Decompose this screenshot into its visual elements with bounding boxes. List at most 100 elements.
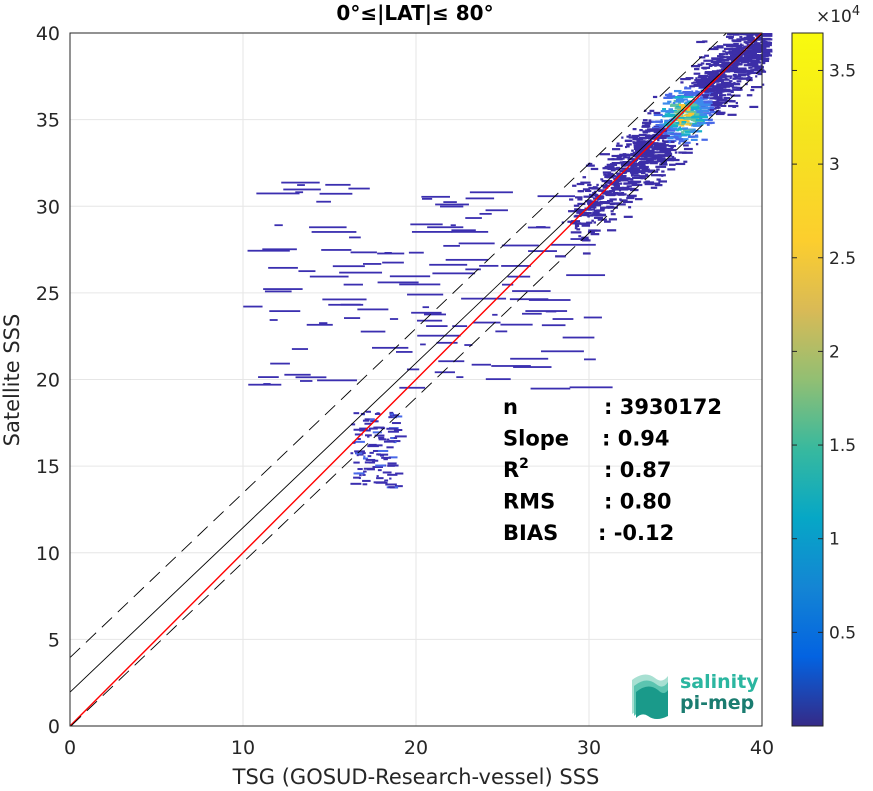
density-bin <box>699 106 710 109</box>
density-bin <box>263 288 303 290</box>
density-bin <box>623 182 631 185</box>
density-bin <box>730 52 741 55</box>
density-bin <box>718 94 727 97</box>
density-bin <box>626 143 632 146</box>
colorbar-exponent-power: 4 <box>852 4 860 19</box>
density-bin <box>622 200 633 204</box>
density-bin <box>746 94 753 97</box>
density-bin <box>617 154 621 158</box>
density-bin <box>396 351 413 353</box>
density-bin <box>584 211 592 215</box>
density-bin <box>662 150 672 154</box>
density-bin <box>743 51 753 54</box>
density-bin <box>434 371 455 374</box>
density-bin <box>364 434 372 437</box>
x-tick-label: 30 <box>577 737 601 759</box>
density-bin <box>269 310 301 313</box>
density-bin <box>702 94 710 97</box>
density-bin <box>677 98 688 101</box>
density-bin <box>626 135 630 138</box>
density-bin <box>693 98 703 102</box>
density-bin <box>727 33 732 36</box>
colorbar-tick-label: 2 <box>829 342 840 362</box>
density-bin <box>575 196 583 199</box>
density-bin <box>362 473 366 476</box>
density-bin <box>701 138 708 141</box>
density-bin <box>357 453 363 456</box>
density-bin <box>641 177 647 180</box>
density-bin <box>537 195 576 198</box>
y-tick-label: 30 <box>36 196 60 218</box>
density-bin <box>649 137 653 140</box>
density-bin <box>653 151 664 154</box>
density-bin <box>629 171 636 174</box>
density-bin <box>716 83 723 86</box>
density-bin <box>653 155 662 158</box>
density-bin <box>355 452 363 455</box>
density-bin <box>684 87 692 90</box>
density-bin <box>394 485 403 488</box>
density-bin <box>269 319 278 321</box>
density-bin <box>568 210 579 213</box>
density-bin <box>658 136 667 140</box>
density-bin <box>702 40 708 43</box>
density-bin <box>745 57 753 60</box>
density-bin <box>692 81 700 84</box>
density-bin <box>642 136 653 140</box>
density-bin <box>711 87 717 90</box>
colorbar-tick-label: 1.5 <box>829 436 856 456</box>
density-bin <box>757 56 764 59</box>
density-bin <box>612 158 623 161</box>
density-bin <box>648 120 654 123</box>
density-bin <box>632 138 640 141</box>
density-bin <box>440 205 464 208</box>
colorbar-exponent-base: ×10 <box>816 7 852 27</box>
density-bin <box>609 198 617 201</box>
colorbar-exponent: ×104 <box>816 4 860 27</box>
density-bin <box>309 226 347 229</box>
density-bin <box>584 189 592 193</box>
density-bin <box>607 229 617 232</box>
density-bin <box>751 85 762 89</box>
salinity-pi-mep-logo: salinity pi-mep <box>632 671 759 719</box>
density-bin <box>590 229 601 232</box>
stat-label-superscript: 2 <box>519 456 529 472</box>
density-bin <box>724 83 727 86</box>
density-bin <box>762 50 766 53</box>
density-bin <box>578 235 582 238</box>
density-bin <box>667 136 674 140</box>
density-bin <box>577 222 587 225</box>
density-bin <box>372 466 383 469</box>
density-bin <box>743 64 754 67</box>
density-bin <box>636 143 639 146</box>
density-bin <box>633 147 643 151</box>
x-tick-label: 40 <box>750 737 774 759</box>
density-bin <box>579 190 582 193</box>
density-bin <box>528 250 557 252</box>
density-bin <box>658 155 666 158</box>
density-bin <box>753 42 761 45</box>
density-bin <box>438 360 465 363</box>
density-bin <box>732 33 740 36</box>
density-bin <box>724 99 733 103</box>
density-bin <box>748 66 753 69</box>
plot-frame <box>69 32 763 727</box>
stat-label-text: Slope <box>503 427 569 451</box>
density-bin <box>577 209 585 212</box>
density-bin <box>694 68 700 71</box>
density-bin <box>600 184 608 187</box>
density-bin <box>375 481 388 484</box>
density-bin <box>631 183 643 187</box>
density-bin <box>720 79 724 82</box>
density-bin <box>353 476 360 479</box>
density-bin <box>666 95 676 98</box>
density-bin <box>719 55 725 59</box>
density-bin <box>464 344 473 346</box>
density-bin <box>678 92 684 95</box>
density-bin <box>742 50 749 53</box>
density-bin <box>657 139 660 142</box>
stat-value: : 0.87 <box>604 458 672 482</box>
density-bin <box>675 100 685 103</box>
density-bin <box>686 109 689 112</box>
density-bin <box>716 106 721 109</box>
